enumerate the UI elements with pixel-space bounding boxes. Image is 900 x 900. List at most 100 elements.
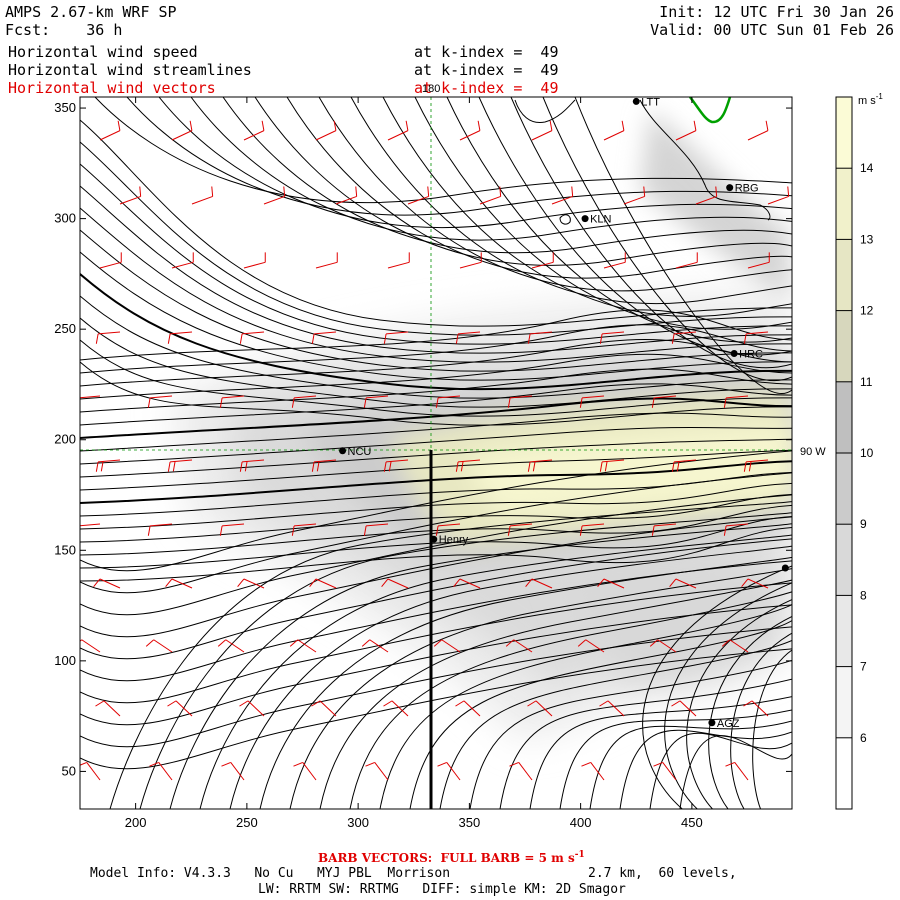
wind-barb-shaft bbox=[513, 639, 533, 653]
station-label: RBG bbox=[735, 183, 759, 195]
wind-barb-flag bbox=[435, 397, 439, 408]
wind-barb-shaft bbox=[225, 639, 245, 653]
colorbar-units-exp: -1 bbox=[876, 92, 884, 101]
station-marker bbox=[430, 535, 438, 543]
wind-barb-shaft bbox=[247, 700, 265, 717]
streamline bbox=[80, 450, 792, 572]
shade-upper-right bbox=[640, 110, 790, 300]
wind-barb-flag bbox=[509, 761, 519, 767]
wind-barb-flag bbox=[597, 578, 605, 588]
wind-barb-flag bbox=[676, 461, 680, 472]
streamline bbox=[80, 560, 792, 682]
streamline bbox=[190, 97, 792, 241]
wind-barb-shaft bbox=[674, 331, 697, 335]
wind-barb-flag bbox=[95, 461, 99, 472]
wind-barb-shaft bbox=[103, 700, 121, 717]
wind-barb-flag bbox=[743, 461, 747, 472]
wind-barb-flag bbox=[671, 700, 681, 707]
y-tick-label: 250 bbox=[54, 321, 76, 336]
wind-barb-shaft bbox=[674, 459, 697, 463]
plot-frame bbox=[79, 96, 793, 810]
station-label: HRC bbox=[739, 348, 763, 360]
wind-barb-flag bbox=[149, 761, 159, 767]
streamline bbox=[169, 523, 792, 809]
wind-barb-shaft bbox=[153, 639, 173, 653]
colorbar-band bbox=[836, 168, 852, 240]
wind-barb-flag bbox=[571, 186, 574, 197]
wind-barb-flag bbox=[507, 397, 511, 408]
wind-barb-shaft bbox=[734, 762, 749, 781]
meridian-90w-label: 90 W bbox=[800, 446, 826, 458]
station-label: KLN bbox=[590, 214, 611, 226]
wind-barb-shaft bbox=[369, 639, 389, 653]
wind-barb-shaft bbox=[297, 639, 317, 653]
wind-barb-flag bbox=[549, 120, 553, 131]
wind-barb-flag bbox=[76, 526, 78, 536]
wind-barb-shaft bbox=[150, 395, 173, 399]
wind-barb-flag bbox=[239, 461, 243, 472]
y-tick-label: 300 bbox=[54, 211, 76, 226]
wind-barb-flag bbox=[460, 461, 464, 472]
streamline bbox=[80, 472, 792, 594]
streamline bbox=[80, 527, 792, 582]
streamline bbox=[379, 604, 792, 809]
wind-barb-flag bbox=[309, 578, 317, 588]
wind-barb-shaft bbox=[315, 130, 337, 141]
coastline-green bbox=[689, 97, 732, 124]
streamline bbox=[289, 568, 792, 809]
streamline bbox=[158, 97, 792, 229]
coastline-peninsula bbox=[639, 99, 771, 221]
model-info-line1-right: 2.7 km, 60 levels, bbox=[588, 866, 737, 881]
wind-barb-shaft bbox=[438, 395, 461, 399]
streamline bbox=[80, 207, 792, 363]
wind-barb-flag bbox=[139, 186, 142, 197]
wind-barb-shaft bbox=[623, 195, 645, 205]
wind-barb-flag bbox=[361, 639, 371, 647]
streamline bbox=[80, 324, 792, 374]
streamline bbox=[619, 729, 792, 809]
wind-barb-flag bbox=[167, 461, 171, 472]
station-marker bbox=[581, 215, 589, 223]
colorbar-band bbox=[836, 524, 852, 596]
colorbar-band bbox=[836, 453, 852, 525]
wind-barb-shaft bbox=[662, 762, 677, 781]
streamline bbox=[94, 97, 792, 203]
streamline bbox=[80, 449, 792, 491]
wind-barb-flag bbox=[748, 461, 752, 472]
wind-barb-shaft bbox=[459, 578, 481, 589]
init-time: Init: 12 UTC Fri 30 Jan 26 bbox=[659, 3, 894, 21]
colorbar-label: 14 bbox=[860, 161, 874, 175]
wind-barb-shaft bbox=[603, 578, 625, 589]
wind-barb-shaft bbox=[99, 578, 121, 589]
wind-barb-flag bbox=[651, 525, 655, 536]
wind-barb-flag bbox=[579, 525, 583, 536]
field-level-streamlines: at k-index = 49 bbox=[414, 61, 559, 79]
model-title: AMPS 2.67-km WRF SP bbox=[5, 3, 177, 21]
wind-barb-flag bbox=[435, 525, 439, 536]
streamline bbox=[80, 119, 792, 327]
streamline bbox=[80, 251, 792, 381]
wind-barb-shaft bbox=[747, 261, 770, 269]
wind-barb-flag bbox=[477, 120, 481, 131]
wind-barb-shaft bbox=[315, 578, 337, 589]
wind-barb-shaft bbox=[170, 331, 193, 335]
wind-barb-flag bbox=[577, 639, 587, 647]
colorbar-label: 6 bbox=[860, 731, 867, 745]
station-label: NCU bbox=[348, 446, 372, 458]
wind-barb-flag bbox=[723, 397, 727, 408]
wind-barb-shaft bbox=[242, 459, 265, 463]
streamline bbox=[80, 460, 792, 504]
wind-barb-shaft bbox=[530, 459, 553, 463]
wind-barb-flag bbox=[383, 700, 393, 707]
wind-barb-shaft bbox=[531, 130, 553, 141]
colorbar-label: 8 bbox=[860, 588, 867, 602]
streamline bbox=[752, 649, 792, 809]
wind-barb-shaft bbox=[366, 395, 389, 399]
wind-barb-flag bbox=[649, 639, 659, 647]
wind-barb-flag bbox=[741, 578, 749, 588]
wind-barb-flag bbox=[651, 397, 655, 408]
wind-barb-shaft bbox=[335, 195, 357, 205]
wind-barb-shaft bbox=[459, 130, 481, 141]
wind-barb-flag bbox=[95, 333, 99, 344]
wind-barb-shaft bbox=[675, 578, 697, 589]
